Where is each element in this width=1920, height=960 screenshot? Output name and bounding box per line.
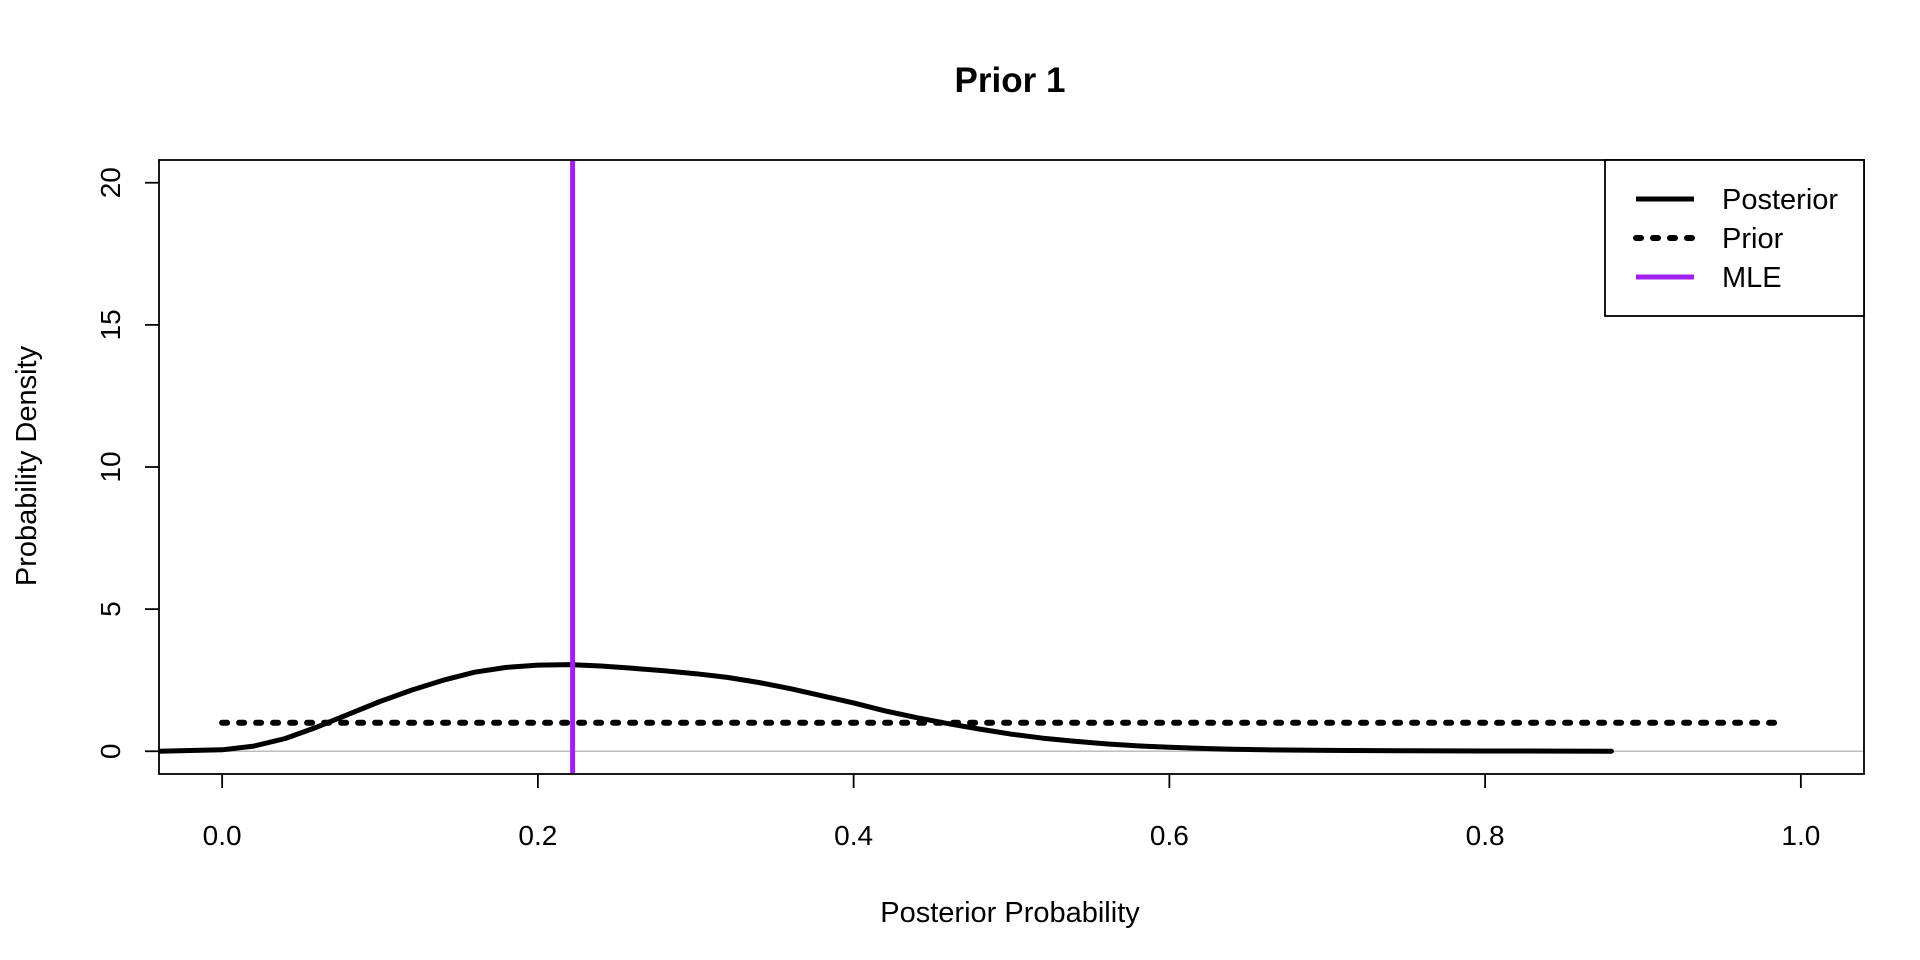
plot-content xyxy=(159,160,1864,774)
legend-box xyxy=(1604,159,1865,317)
x-tick-label: 0.0 xyxy=(203,820,242,851)
y-tick-label: 10 xyxy=(95,451,126,482)
y-axis-label: Probability Density xyxy=(11,345,43,586)
axes: 0.0 0.2 0.4 0.6 0.8 1.0 0 5 10 15 20 xyxy=(95,159,1865,851)
series-line-posterior xyxy=(159,662,1614,754)
y-tick-label: 20 xyxy=(95,167,126,198)
y-tick-label: 5 xyxy=(95,601,126,617)
x-axis-label: Posterior Probability xyxy=(880,897,1140,929)
y-tick-label: 0 xyxy=(95,744,126,760)
legend-label-prior: Prior xyxy=(1722,223,1784,255)
legend: Posterior Prior MLE xyxy=(1604,159,1865,317)
x-tick-label: 0.8 xyxy=(1466,820,1505,851)
y-tick-label: 15 xyxy=(95,309,126,340)
chart-title: Prior 1 xyxy=(955,61,1066,100)
x-tick-label: 0.6 xyxy=(1150,820,1189,851)
legend-label-mle: MLE xyxy=(1722,262,1782,294)
plot-area xyxy=(159,160,1864,774)
x-tick-label: 0.2 xyxy=(518,820,557,851)
x-tick-label: 1.0 xyxy=(1781,820,1820,851)
legend-label-posterior: Posterior xyxy=(1722,184,1838,216)
x-tick-label: 0.4 xyxy=(834,820,873,851)
